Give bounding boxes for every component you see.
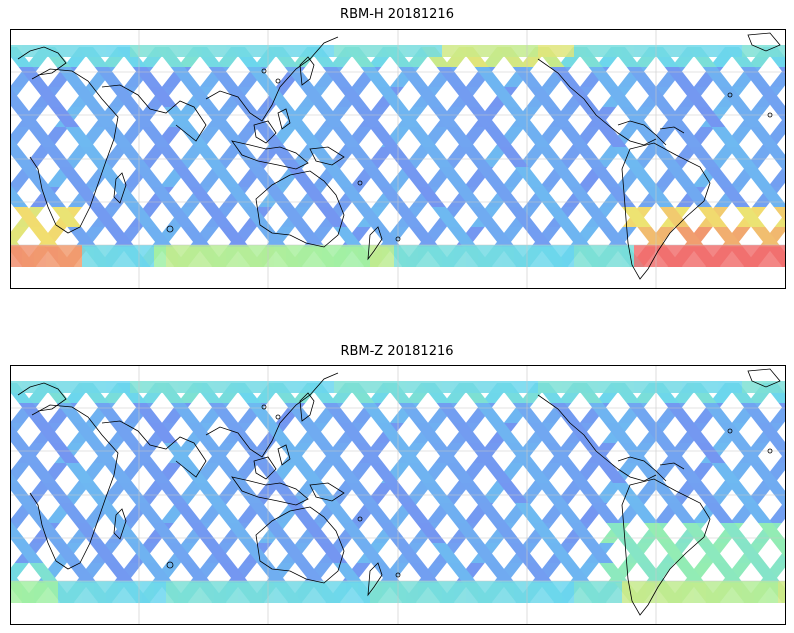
coast-north-america <box>537 58 657 146</box>
coast-central-america <box>617 120 667 146</box>
coast-borneo <box>253 120 277 144</box>
coast-newguinea <box>309 482 345 502</box>
coast-arabia-india <box>101 84 207 142</box>
coast-south-america <box>621 478 711 616</box>
island-4 <box>275 414 281 420</box>
island-2 <box>357 180 363 186</box>
coast-newzealand <box>367 562 383 597</box>
coast-central-america <box>617 456 667 482</box>
coast-newguinea <box>309 146 345 166</box>
panel-title-bottom: RBM-Z 20181216 <box>340 344 454 359</box>
island-1 <box>395 572 401 578</box>
coast-newzealand <box>367 226 383 261</box>
coast-arabia-india <box>101 420 207 478</box>
coast-caribbean <box>659 126 685 134</box>
coast-caribbean <box>659 462 685 470</box>
coastlines <box>17 368 781 616</box>
coast-north-america <box>537 394 657 482</box>
coast-madagascar <box>113 172 127 204</box>
coastlines <box>17 32 781 280</box>
map-panel-rbm-h <box>10 29 786 289</box>
island-6 <box>767 112 773 118</box>
island-1 <box>395 236 401 242</box>
island-0 <box>166 225 174 233</box>
coast-asia-east <box>205 372 339 458</box>
island-5 <box>727 428 733 434</box>
coast-madagascar <box>113 508 127 540</box>
island-2 <box>357 516 363 522</box>
coast-greenland <box>747 32 781 52</box>
coast-borneo <box>253 456 277 480</box>
map-panel-rbm-z <box>10 365 786 625</box>
coast-south-america <box>621 142 711 280</box>
satellite-swaths <box>10 45 786 267</box>
coast-indonesia <box>231 476 309 506</box>
coast-greenland <box>747 368 781 388</box>
map-frame <box>10 29 786 289</box>
island-4 <box>275 78 281 84</box>
panel-title-top: RBM-H 20181216 <box>340 7 454 22</box>
island-5 <box>727 92 733 98</box>
coast-philippines <box>277 108 291 130</box>
map-gridlines <box>10 365 786 625</box>
coast-philippines <box>277 444 291 466</box>
island-0 <box>166 561 174 569</box>
coast-europe <box>17 382 67 412</box>
coast-europe <box>17 46 67 76</box>
map-gridlines <box>10 29 786 289</box>
coast-australia <box>255 170 345 248</box>
coast-africa <box>29 68 119 234</box>
coast-africa <box>29 404 119 570</box>
island-6 <box>767 448 773 454</box>
coast-australia <box>255 506 345 584</box>
coast-indonesia <box>231 140 309 170</box>
coast-asia-east <box>205 36 339 122</box>
map-frame <box>10 365 786 625</box>
island-3 <box>261 68 267 74</box>
satellite-swaths <box>10 381 786 603</box>
coast-japan <box>299 56 315 86</box>
coast-japan <box>299 392 315 422</box>
island-3 <box>261 404 267 410</box>
